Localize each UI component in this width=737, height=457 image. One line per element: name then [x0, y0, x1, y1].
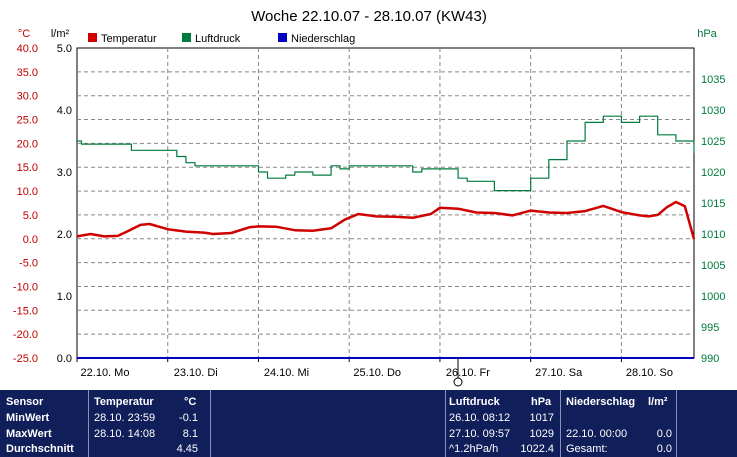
- x-tick-label: 23.10. Di: [174, 367, 218, 379]
- grid: [77, 48, 694, 358]
- temp-tick-label: 0.0: [23, 234, 38, 246]
- pressure-date: 26.10. 08:12: [449, 412, 511, 424]
- series-lines: [76, 115, 696, 359]
- pressure-date: ^1.2hPa/h: [449, 443, 499, 455]
- header-press-unit: hPa: [531, 396, 552, 408]
- rain-tick-label: 5.0: [57, 43, 72, 55]
- header-temperatur: Temperatur: [94, 396, 154, 408]
- temp-tick-label: 20.0: [17, 138, 38, 150]
- row-label: MinWert: [6, 412, 50, 424]
- rain-tick-label: 0.0: [57, 353, 72, 365]
- temp-tick-label: 40.0: [17, 43, 38, 55]
- plot-area: [76, 47, 695, 359]
- temp-tick-label: 35.0: [17, 67, 38, 79]
- legend-label-temperatur: Temperatur: [101, 33, 157, 45]
- legend-swatch-luftdruck: [182, 33, 191, 42]
- temp-value: 4.45: [176, 443, 198, 455]
- pressure-tick-label: 1000: [701, 291, 725, 303]
- rain-tick-label: 2.0: [57, 229, 72, 241]
- temp-value: 8.1: [182, 428, 198, 440]
- temp-tick-label: 25.0: [17, 115, 38, 127]
- temp-value: -0.1: [179, 412, 198, 424]
- temp-tick-label: -10.0: [13, 281, 38, 293]
- temp-unit-label: °C: [18, 28, 30, 40]
- pressure-unit-label: hPa: [697, 28, 717, 40]
- legend-label-luftdruck: Luftdruck: [195, 33, 241, 45]
- x-tick-label: 26.10. Fr: [446, 367, 490, 379]
- pressure-tick-label: 1005: [701, 260, 725, 272]
- x-tick-label: 25.10. Do: [353, 367, 401, 379]
- legend-swatch-niederschlag: [278, 33, 287, 42]
- header-sensor: Sensor: [6, 396, 44, 408]
- header-niederschlag: Niederschlag: [566, 396, 636, 408]
- series-temperatur: [76, 200, 696, 240]
- rain-date: Gesamt:: [566, 443, 608, 455]
- pressure-tick-label: 1025: [701, 136, 725, 148]
- legend-swatch-temperatur: [88, 33, 97, 42]
- temp-date: 28.10. 14:08: [94, 428, 156, 440]
- x-tick-label: 27.10. Sa: [535, 367, 583, 379]
- rain-tick-label: 1.0: [57, 291, 72, 303]
- row-label: Durchschnitt: [6, 443, 74, 455]
- pressure-value: 1017: [529, 412, 554, 424]
- rain-unit-label: l/m²: [51, 28, 70, 40]
- pressure-tick-label: 995: [701, 322, 719, 334]
- row-label: MaxWert: [6, 428, 52, 440]
- pressure-tick-label: 1015: [701, 198, 725, 210]
- pressure-tick-label: 990: [701, 353, 719, 365]
- pressure-tick-label: 1030: [701, 105, 725, 117]
- pressure-tick-label: 1035: [701, 74, 725, 86]
- rain-value: 0.0: [656, 443, 672, 455]
- cursor-marker[interactable]: [453, 358, 463, 387]
- header-luftdruck: Luftdruck: [449, 396, 500, 408]
- header-temp-unit: °C: [184, 396, 197, 408]
- temp-tick-label: 10.0: [17, 186, 38, 198]
- temp-tick-label: 15.0: [17, 162, 38, 174]
- pressure-date: 27.10. 09:57: [449, 428, 511, 440]
- rain-date: 22.10. 00:00: [566, 428, 628, 440]
- x-tick-label: 28.10. So: [626, 367, 673, 379]
- legend-label-niederschlag: Niederschlag: [291, 33, 355, 45]
- axis-ticks: 40.0 35.0 30.0 25.0 20.0 15.0 10.0 5.0 0.0 -5.0 -1…: [13, 43, 726, 379]
- weather-chart: Woche 22.10.07 - 28.10.07 (KW43) °C l/m²…: [13, 8, 726, 387]
- x-tick-label: 24.10. Mi: [264, 367, 309, 379]
- temp-date: 28.10. 23:59: [94, 412, 156, 424]
- rain-value: 0.0: [656, 428, 672, 440]
- temp-tick-label: 30.0: [17, 91, 38, 103]
- chart-title: Woche 22.10.07 - 28.10.07 (KW43): [251, 8, 487, 25]
- legend: Temperatur Luftdruck Niederschlag: [88, 33, 355, 45]
- temp-tick-label: -20.0: [13, 329, 38, 341]
- x-tick-label: 22.10. Mo: [81, 367, 130, 379]
- series-luftdruck: [77, 115, 695, 192]
- pressure-tick-label: 1020: [701, 167, 725, 179]
- temp-tick-label: -5.0: [19, 258, 38, 270]
- temp-tick-label: -15.0: [13, 305, 38, 317]
- temp-tick-label: 5.0: [23, 210, 38, 222]
- header-rain-unit: l/m²: [648, 396, 668, 408]
- rain-tick-label: 4.0: [57, 105, 72, 117]
- rain-tick-label: 3.0: [57, 167, 72, 179]
- pressure-value: 1029: [529, 428, 554, 440]
- temp-tick-label: -25.0: [13, 353, 38, 365]
- pressure-value: 1022.4: [520, 443, 554, 455]
- pressure-tick-label: 1010: [701, 229, 725, 241]
- statistics-table: Sensor Temperatur °C Luftdruck hPa Niede…: [0, 390, 737, 457]
